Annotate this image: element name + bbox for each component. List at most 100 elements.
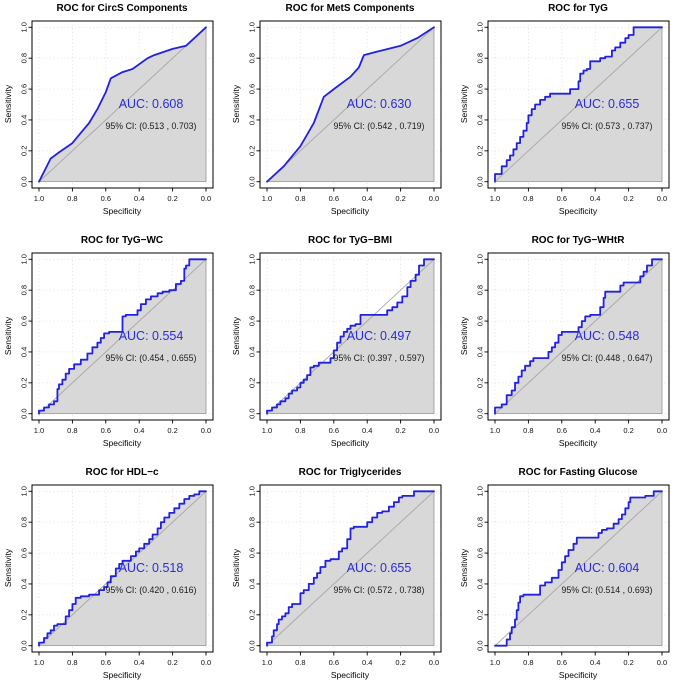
plot-box — [487, 484, 670, 653]
y-tick-label: 0.2 — [248, 610, 257, 620]
x-axis-title: Specificity — [330, 670, 370, 680]
roc-panel-tyg-wc: ROC for TyG−WC 1.0 0.8 0.6 0.4 0.2 0.0 0.0 0.2 0… — [0, 232, 228, 464]
y-tick-label: 1.0 — [20, 486, 29, 496]
x-tick-label: 0.4 — [362, 194, 372, 203]
plot-box — [31, 252, 214, 421]
y-axis-title: Sensitivity — [459, 548, 469, 588]
x-tick-label: 1.0 — [490, 194, 500, 203]
y-tick-label: 1.0 — [248, 22, 257, 32]
auc-value-label: AUC: 0.604 — [574, 561, 640, 575]
x-tick-label: 0.6 — [557, 658, 567, 667]
y-tick-label: 0.0 — [248, 176, 257, 186]
chance-diagonal — [494, 258, 663, 415]
y-tick-label: 0.2 — [476, 610, 485, 620]
x-tick-label: 0.0 — [429, 194, 439, 203]
roc-panel-tyg: ROC for TyG 1.0 0.8 0.6 0.4 0.2 0.0 0.0 0.2 0.4 0… — [456, 0, 685, 232]
x-tick-label: 0.4 — [134, 658, 144, 667]
x-axis-title: Specificity — [558, 206, 598, 216]
y-tick-label: 1.0 — [476, 254, 485, 264]
y-tick-label: 0.4 — [20, 347, 29, 357]
x-tick-label: 0.2 — [395, 426, 405, 435]
x-tick-label: 0.2 — [623, 658, 633, 667]
x-tick-label: 0.6 — [557, 426, 567, 435]
x-tick-label: 0.0 — [657, 426, 667, 435]
y-tick-label: 0.8 — [476, 53, 485, 63]
panel-title: ROC for TyG−WHtR — [531, 235, 625, 246]
panel-title: ROC for Triglycerides — [298, 467, 402, 478]
y-tick-label: 0.0 — [20, 408, 29, 418]
x-axis-title: Specificity — [102, 206, 142, 216]
roc-plot: 1.0 0.8 0.6 0.4 0.2 0.0 0.0 0.2 0.4 0.6 0.8 1.0 — [20, 484, 214, 667]
auc-value-label: AUC: 0.630 — [346, 97, 412, 111]
y-tick-label: 0.2 — [248, 146, 257, 156]
x-tick-label: 0.0 — [201, 658, 211, 667]
y-tick-label: 1.0 — [20, 254, 29, 264]
auc-value-label: AUC: 0.554 — [118, 329, 184, 343]
roc-curve — [494, 490, 663, 647]
x-tick-label: 0.2 — [167, 194, 177, 203]
roc-plot: 1.0 0.8 0.6 0.4 0.2 0.0 0.0 0.2 0.4 0.6 0.8 1.0 — [20, 20, 214, 203]
x-tick-label: 0.4 — [590, 426, 600, 435]
x-tick-label: 0.4 — [362, 426, 372, 435]
confidence-interval-label: 95% CI: (0.573 , 0.737) — [561, 121, 653, 131]
x-tick-label: 1.0 — [262, 426, 272, 435]
x-tick-label: 0.4 — [590, 658, 600, 667]
roc-curve — [266, 258, 435, 415]
x-tick-label: 0.2 — [167, 658, 177, 667]
x-tick-label: 0.2 — [623, 194, 633, 203]
y-axis-title: Sensitivity — [459, 316, 469, 356]
y-tick-label: 0.4 — [248, 579, 257, 589]
plot-box — [31, 484, 214, 653]
panel-title: ROC for TyG−WC — [80, 235, 164, 246]
roc-curve — [266, 490, 435, 647]
confidence-interval-label: 95% CI: (0.454 , 0.655) — [105, 353, 197, 363]
x-tick-label: 0.0 — [201, 194, 211, 203]
y-tick-label: 0.8 — [248, 517, 257, 527]
x-tick-label: 0.2 — [623, 426, 633, 435]
y-tick-label: 0.8 — [248, 53, 257, 63]
plot-box — [487, 20, 670, 189]
x-tick-label: 0.4 — [134, 194, 144, 203]
confidence-interval-label: 95% CI: (0.514 , 0.693) — [561, 585, 653, 595]
x-tick-label: 1.0 — [34, 194, 44, 203]
y-tick-label: 0.2 — [20, 378, 29, 388]
roc-panel-mets-components: ROC for MetS Components 1.0 0.8 0.6 0.4 0.2 0… — [228, 0, 456, 232]
y-axis-title: Sensitivity — [3, 84, 13, 124]
y-tick-label: 0.6 — [476, 316, 485, 326]
confidence-interval-label: 95% CI: (0.572 , 0.738) — [333, 585, 425, 595]
y-tick-label: 0.6 — [20, 548, 29, 558]
panel-title: ROC for TyG — [548, 3, 608, 14]
x-axis-title: Specificity — [102, 670, 142, 680]
y-tick-label: 0.6 — [248, 548, 257, 558]
panel-title: ROC for HDL−c — [85, 467, 159, 478]
confidence-interval-label: 95% CI: (0.542 , 0.719) — [333, 121, 425, 131]
x-tick-label: 0.8 — [67, 658, 77, 667]
chance-diagonal — [266, 26, 435, 183]
x-tick-label: 0.8 — [523, 426, 533, 435]
roc-panel-tyg-whtr: ROC for TyG−WHtR 1.0 0.8 0.6 0.4 0.2 0.0 0.0 0.… — [456, 232, 685, 464]
auc-value-label: AUC: 0.518 — [118, 561, 184, 575]
roc-plot: 1.0 0.8 0.6 0.4 0.2 0.0 0.0 0.2 0.4 0.6 0.8 1.0 — [248, 484, 442, 667]
chance-diagonal — [266, 490, 435, 647]
y-tick-label: 0.0 — [476, 408, 485, 418]
x-axis-title: Specificity — [330, 438, 370, 448]
y-tick-label: 0.2 — [476, 378, 485, 388]
x-tick-label: 0.6 — [101, 658, 111, 667]
roc-plot: 1.0 0.8 0.6 0.4 0.2 0.0 0.0 0.2 0.4 0.6 0.8 1.0 — [248, 20, 442, 203]
roc-panel-tyg-bmi: ROC for TyG−BMI 1.0 0.8 0.6 0.4 0.2 0.0 0.0 0.2… — [228, 232, 456, 464]
plot-box — [259, 252, 442, 421]
panel-title: ROC for CircS Components — [56, 3, 188, 14]
y-tick-label: 1.0 — [476, 486, 485, 496]
chance-diagonal — [266, 258, 435, 415]
y-tick-label: 0.0 — [20, 176, 29, 186]
roc-curve — [494, 26, 663, 183]
y-axis-title: Sensitivity — [3, 316, 13, 356]
y-tick-label: 0.6 — [248, 316, 257, 326]
y-tick-label: 0.2 — [20, 146, 29, 156]
roc-panel-fasting-glucose: ROC for Fasting Glucose 1.0 0.8 0.6 0.4 0.2 0… — [456, 464, 685, 696]
y-tick-label: 0.4 — [248, 115, 257, 125]
x-tick-label: 0.6 — [101, 426, 111, 435]
y-tick-label: 0.0 — [248, 640, 257, 650]
roc-panel-hdl-c: ROC for HDL−c 1.0 0.8 0.6 0.4 0.2 0.0 0.0 0.2 0.… — [0, 464, 228, 696]
